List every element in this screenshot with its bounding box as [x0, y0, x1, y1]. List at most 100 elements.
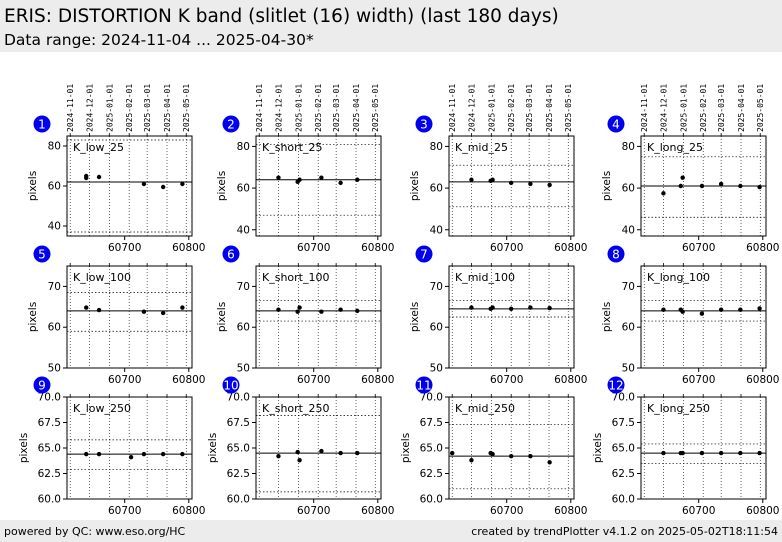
y-tick-label: 60 [237, 183, 250, 195]
date-tick-label: 2024-11-01 [255, 84, 264, 132]
x-tick-label: 60800 [172, 505, 205, 517]
panel-label: K_mid_250 [455, 402, 515, 415]
panel-index-number: 2 [227, 118, 235, 132]
y-tick-label: 67.5 [227, 417, 250, 429]
date-tick-label: 2025-01-01 [105, 84, 114, 132]
panel-index-badge [607, 376, 625, 394]
chart-panel-2: 40 60 80 60700 60800 2024-11-01 2024-12-01 2025… [216, 84, 394, 254]
data-point [490, 177, 495, 182]
panel-index-number: 4 [612, 118, 620, 132]
panel-index-badge [415, 376, 433, 394]
date-tick-label: 2025-02-01 [699, 84, 708, 132]
x-tick-label: 60700 [297, 505, 330, 517]
data-point [757, 184, 762, 190]
data-point [738, 183, 743, 189]
x-tick-label: 60800 [746, 242, 779, 254]
chart-panel-3: 40 60 80 60700 60800 2024-11-01 2024-12-01 2025… [409, 84, 587, 254]
x-tick-label: 60800 [746, 505, 779, 517]
y-tick-label: 62.5 [420, 468, 443, 480]
data-point [84, 451, 89, 457]
data-point [355, 450, 360, 456]
data-point [757, 306, 762, 311]
y-tick-label: 50 [622, 363, 635, 375]
date-tick-label: 2025-03-01 [332, 84, 341, 132]
y-axis-label: pixels [18, 433, 30, 463]
y-tick-label: 70 [622, 281, 635, 293]
data-point [84, 305, 89, 310]
x-tick-label: 60700 [297, 374, 330, 386]
y-tick-label: 67.5 [38, 417, 61, 429]
x-tick-label: 60800 [361, 374, 394, 386]
y-tick-label: 70.0 [38, 392, 61, 404]
data-point [661, 307, 666, 312]
y-tick-label: 60 [622, 183, 635, 195]
chart-panel-11: 60.0 62.5 65.0 67.5 70.0 60700 60800 pixels K_mi… [400, 376, 587, 517]
chart-panel-10: 60.0 62.5 65.0 67.5 70.0 60700 60800 pixels K_sh… [207, 376, 394, 517]
x-tick-label: 60700 [108, 505, 141, 517]
data-point [297, 177, 302, 182]
x-tick-label: 60700 [108, 374, 141, 386]
data-point [528, 305, 533, 310]
data-point [547, 305, 552, 311]
y-axis-label: pixels [601, 171, 613, 201]
y-axis-label: pixels [207, 433, 219, 463]
y-axis-label: pixels [27, 302, 39, 332]
y-tick-label: 62.5 [38, 468, 61, 480]
panel-index-number: 9 [38, 379, 46, 393]
y-tick-label: 60 [622, 322, 635, 334]
y-tick-label: 50 [430, 363, 443, 375]
page-title: ERIS: DISTORTION K band (slitlet (16) wi… [4, 6, 559, 27]
y-tick-label: 60 [48, 322, 61, 334]
y-tick-label: 50 [237, 363, 250, 375]
y-tick-label: 60 [237, 322, 250, 334]
data-point [757, 450, 762, 456]
y-tick-label: 40 [622, 224, 635, 236]
x-tick-label: 60700 [682, 505, 715, 517]
panel-index-number: 8 [612, 248, 620, 262]
y-tick-label: 40 [430, 224, 443, 236]
y-tick-label: 80 [622, 141, 635, 153]
panel-label: K_long_25 [647, 141, 703, 154]
data-point [128, 454, 134, 460]
panel-label: K_mid_100 [455, 271, 515, 284]
date-tick-label: 2025-02-01 [507, 84, 516, 132]
date-tick-label: 2025-01-01 [679, 84, 688, 132]
data-point [160, 451, 166, 457]
y-tick-label: 70.0 [420, 392, 443, 404]
panel-index-badge [222, 245, 240, 263]
data-point [680, 175, 685, 180]
panel-index-badge [222, 376, 240, 394]
data-point [276, 307, 281, 312]
date-tick-label: 2024-12-01 [467, 84, 476, 132]
data-point [180, 181, 185, 187]
chart-panel-12: 60.0 62.5 65.0 67.5 70.0 60700 60800 pixels K_lo… [592, 376, 779, 517]
date-tick-label: 2024-12-01 [85, 84, 94, 132]
data-point [508, 453, 514, 459]
data-range-subtitle: Data range: 2024-11-04 ... 2025-04-30* [4, 31, 314, 49]
y-tick-label: 40 [237, 224, 250, 236]
panel-index-badge [607, 115, 625, 133]
y-tick-label: 62.5 [612, 468, 635, 480]
date-tick-label: 2025-03-01 [525, 84, 534, 132]
x-tick-label: 60800 [361, 505, 394, 517]
panel-index-number: 12 [608, 379, 623, 393]
date-tick-label: 2025-01-01 [294, 84, 303, 132]
data-point [738, 307, 743, 312]
data-point [718, 450, 724, 456]
y-tick-label: 80 [237, 141, 250, 153]
data-point [547, 182, 552, 188]
panel-index-number: 6 [227, 248, 235, 262]
data-point [141, 309, 147, 314]
panel-label: K_low_100 [73, 271, 131, 284]
data-point [678, 183, 683, 189]
y-tick-label: 67.5 [612, 417, 635, 429]
y-axis-label: pixels [592, 433, 604, 463]
footer-bar: powered by QC: www.eso.org/HC created by… [0, 520, 782, 542]
data-point [490, 305, 495, 310]
y-axis-label: pixels [601, 302, 613, 332]
panel-label: K_short_250 [262, 402, 329, 415]
data-point [295, 309, 300, 314]
panel-index-number: 1 [38, 118, 46, 132]
chart-panel-7: 50 60 70 60700 60800 pixels K_mid_100 7 [409, 245, 587, 386]
